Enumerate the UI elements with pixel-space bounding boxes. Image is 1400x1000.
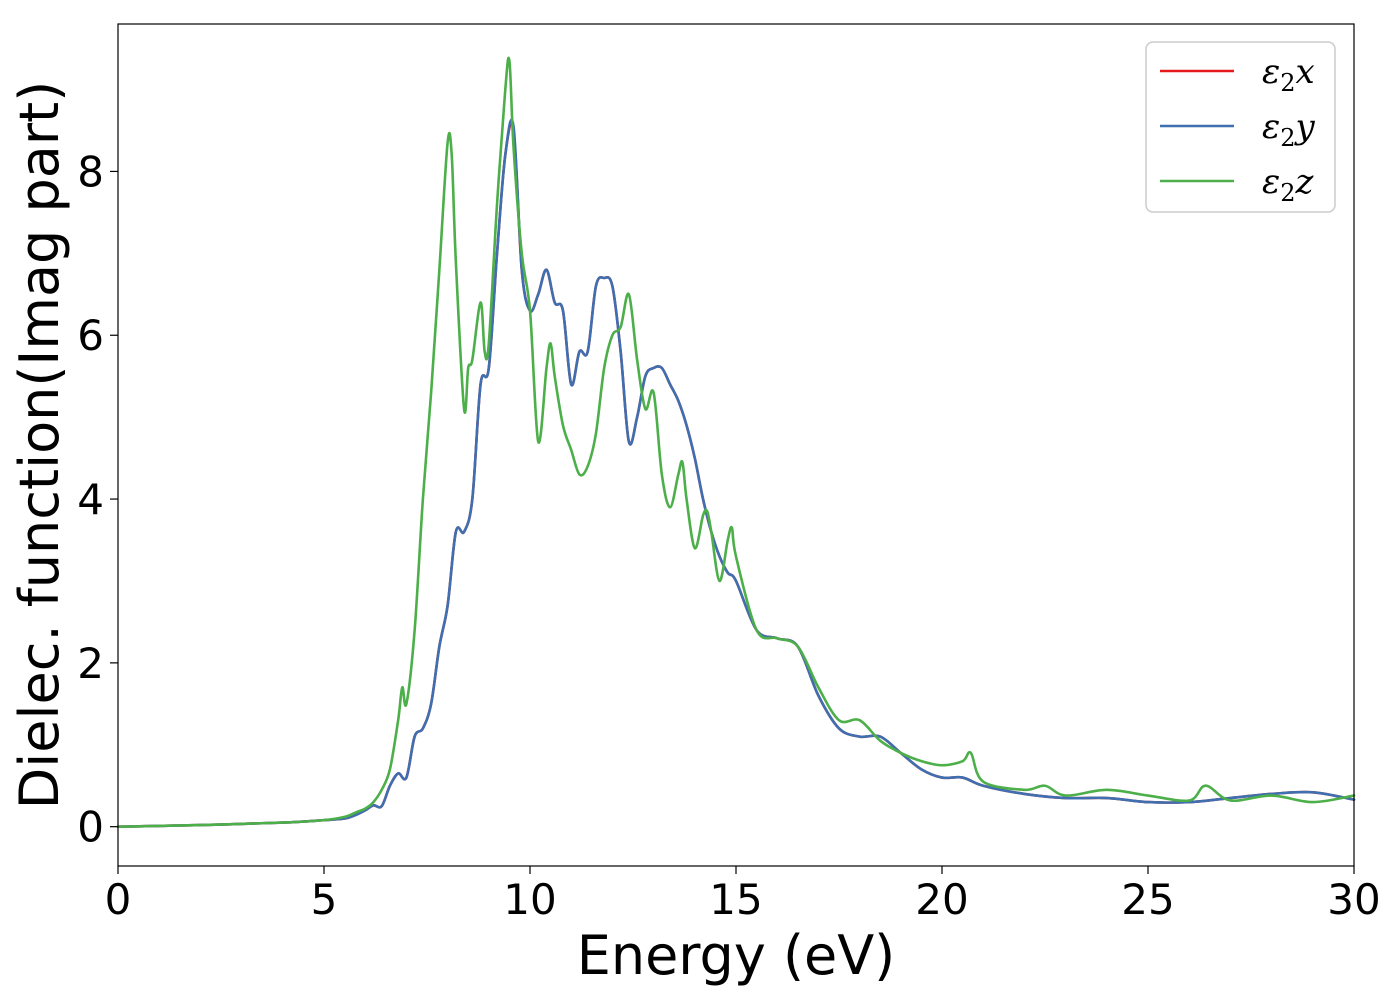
x-tick-label: 15: [709, 875, 762, 924]
x-axis-label: Energy (eV): [577, 924, 896, 987]
x-axis-ticks: 0 5 10 15 20 25 30: [105, 866, 1381, 924]
x-tick-label: 25: [1121, 875, 1174, 924]
legend-entries: ε2x ε2y ε2z: [1160, 52, 1316, 207]
y-tick-label: 8: [77, 147, 104, 196]
series-line-y: [116, 118, 1356, 828]
x-tick-label: 10: [503, 875, 556, 924]
legend-label-x: ε2x: [1262, 52, 1315, 97]
legend-label-y: ε2y: [1262, 107, 1316, 152]
x-tick-label: 30: [1327, 875, 1380, 924]
y-tick-label: 6: [77, 311, 104, 360]
x-tick-label: 0: [105, 875, 132, 924]
series-line-z: [116, 56, 1356, 828]
x-tick-label: 20: [915, 875, 968, 924]
legend-label-z: ε2z: [1262, 162, 1315, 207]
y-axis-label: Dielec. function(Imag part): [8, 81, 71, 810]
x-tick-label: 5: [311, 875, 338, 924]
y-tick-label: 0: [77, 803, 104, 852]
y-tick-label: 4: [77, 475, 104, 524]
legend: ε2x ε2y ε2z: [1145, 41, 1336, 213]
y-axis-ticks: 0 2 4 6 8: [77, 147, 118, 852]
series-layer: [116, 56, 1356, 828]
y-tick-label: 2: [77, 639, 104, 688]
legend-box: [1145, 41, 1336, 213]
